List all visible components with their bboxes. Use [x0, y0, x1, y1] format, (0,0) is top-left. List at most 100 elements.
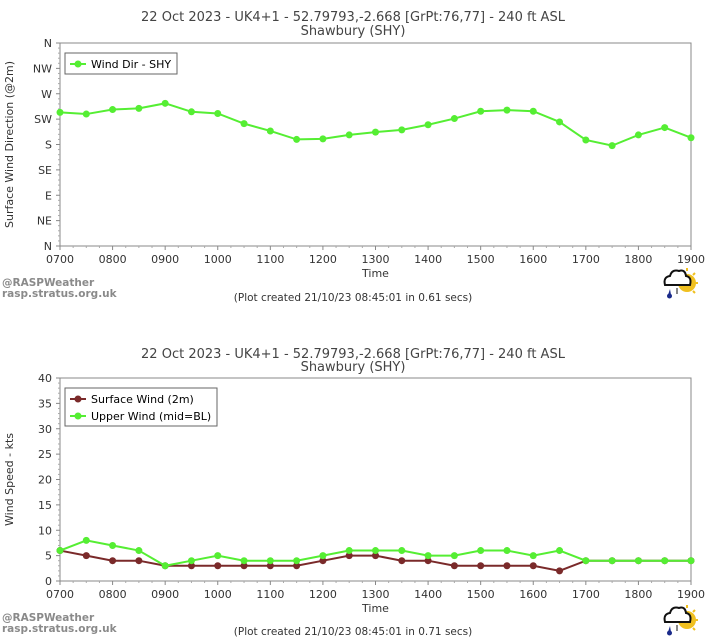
data-point: [477, 107, 485, 115]
x-tick-label: 1900: [677, 588, 705, 601]
data-point: [293, 135, 301, 143]
data-point: [582, 136, 590, 144]
legend-box: [64, 387, 218, 427]
data-point: [319, 552, 327, 560]
data-point: [214, 109, 222, 117]
data-point: [214, 562, 222, 570]
credit-handle: @RASPWeather: [2, 277, 95, 289]
data-point: [82, 536, 90, 544]
data-point: [634, 557, 642, 565]
legend-label: Wind Dir - SHY: [91, 58, 171, 71]
y-tick-label: NE: [37, 215, 52, 228]
x-tick-label: 1300: [362, 253, 390, 266]
data-point: [293, 557, 301, 565]
wind-speed-plot: 0 5 10 15 20 25 30 35 40 0700 0800 0900 1000 1100 1200…: [3, 372, 705, 615]
wind-direction-chart: 22 Oct 2023 - UK4+1 - 52.79793,-2.668 [G…: [0, 0, 706, 318]
y-tick-label: SE: [38, 164, 52, 177]
data-point: [529, 562, 537, 570]
data-point: [109, 106, 117, 114]
x-tick-label: 1500: [467, 253, 495, 266]
data-point: [608, 142, 616, 150]
data-point: [424, 557, 432, 565]
data-point: [135, 104, 143, 112]
y-tick-label: 25: [38, 448, 52, 461]
data-point: [503, 106, 511, 114]
x-tick-label: 1100: [256, 253, 284, 266]
data-point: [266, 127, 274, 135]
data-point: [187, 557, 195, 565]
weather-cloud-logo-icon: [663, 268, 698, 299]
data-point: [82, 110, 90, 118]
data-point: [56, 547, 64, 555]
x-tick-label: 1800: [624, 588, 652, 601]
x-axis-title: Time: [361, 267, 389, 280]
y-tick-label: 20: [38, 474, 52, 487]
data-point: [135, 547, 143, 555]
legend-box: [64, 52, 178, 75]
data-point: [240, 562, 248, 570]
x-tick-label: 1400: [414, 253, 442, 266]
y-tick-label: 5: [45, 550, 52, 563]
data-point: [372, 547, 379, 555]
x-tick-label: 1200: [309, 588, 337, 601]
y-tick-label: N: [44, 37, 52, 50]
data-point: [450, 115, 458, 123]
y-tick-label: 35: [38, 397, 52, 410]
credit-handle: @RASPWeather: [2, 612, 95, 624]
data-point: [556, 547, 564, 555]
legend-swatch-marker: [74, 412, 82, 420]
data-point: [82, 552, 90, 560]
data-point: [135, 557, 143, 565]
y-tick-label: 30: [38, 423, 52, 436]
data-point: [661, 557, 669, 565]
y-tick-label: NW: [33, 62, 52, 75]
data-point: [240, 557, 248, 565]
x-tick-label: 0800: [99, 588, 127, 601]
data-point: [187, 108, 195, 116]
plot-created-footer: (Plot created 21/10/23 08:45:01 in 0.71 …: [233, 626, 473, 638]
x-tick-label: 1500: [467, 588, 495, 601]
plot-created-footer: (Plot created 21/10/23 08:45:01 in 0.61 …: [233, 292, 473, 304]
data-point: [372, 552, 379, 560]
x-tick-label: 1400: [414, 588, 442, 601]
data-point: [345, 131, 353, 139]
y-tick-label: E: [45, 189, 52, 202]
y-tick-label: W: [41, 88, 52, 101]
data-point: [240, 120, 248, 128]
y-tick-label: 0: [45, 575, 52, 588]
data-point: [424, 121, 432, 129]
data-point: [398, 557, 406, 565]
data-point: [450, 562, 458, 570]
y-axis-title: Surface Wind Direction (@2m): [3, 61, 16, 228]
data-point: [687, 557, 695, 565]
data-point: [424, 552, 432, 560]
data-point: [529, 552, 537, 560]
data-point: [661, 124, 669, 132]
data-point: [161, 562, 169, 570]
chart-subtitle: Shawbury (SHY): [300, 24, 406, 39]
x-tick-label: 0900: [151, 588, 179, 601]
legend-label: Surface Wind (2m): [91, 393, 194, 406]
data-point: [398, 547, 406, 555]
x-tick-label: 1000: [204, 253, 232, 266]
x-tick-label: 1700: [572, 253, 600, 266]
x-tick-label: 1800: [624, 253, 652, 266]
x-tick-label: 0800: [99, 253, 127, 266]
data-point: [477, 562, 485, 570]
x-axis-title: Time: [361, 602, 389, 615]
data-point: [187, 562, 195, 570]
y-tick-label: SW: [34, 113, 52, 126]
data-point: [687, 134, 695, 142]
x-tick-label: 1600: [519, 588, 547, 601]
y-tick-label: S: [45, 139, 52, 152]
y-axis-title: Wind Speed - kts: [3, 433, 16, 526]
chart-title: 22 Oct 2023 - UK4+1 - 52.79793,-2.668 [G…: [141, 347, 565, 362]
data-point: [161, 99, 169, 107]
data-point: [372, 128, 379, 136]
x-tick-label: 1100: [256, 588, 284, 601]
chart-subtitle: Shawbury (SHY): [300, 360, 406, 375]
data-point: [109, 541, 117, 549]
x-tick-label: 0700: [46, 253, 74, 266]
y-tick-label: 10: [38, 524, 52, 537]
credit-site: rasp.stratus.org.uk: [2, 288, 117, 300]
